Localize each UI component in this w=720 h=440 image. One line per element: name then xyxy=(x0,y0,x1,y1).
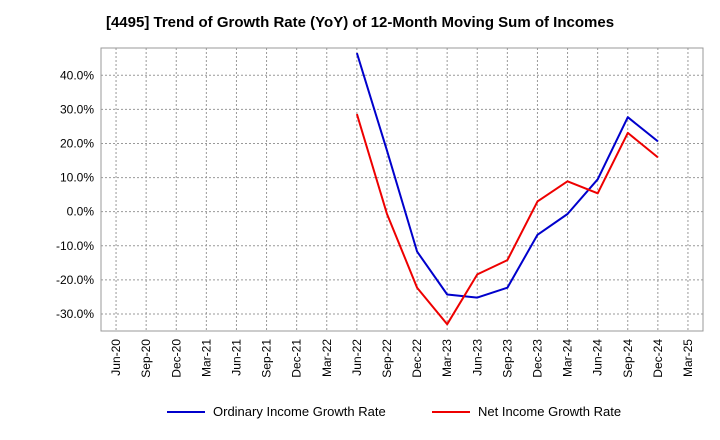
series-lines xyxy=(355,52,659,326)
legend-swatch-ordinary xyxy=(167,410,205,413)
x-axis-ticks: Jun-20 Sep-20 Dec-20 Mar-21 Jun-21 Sep-21 Dec-… xyxy=(109,339,695,378)
x-tick-label: Sep-23 xyxy=(500,339,514,378)
x-tick-label: Dec-23 xyxy=(530,339,544,378)
legend-label-net: Net Income Growth Rate xyxy=(478,404,622,419)
y-tick-label: 10.0% xyxy=(60,171,94,185)
x-tick-label: Dec-20 xyxy=(169,339,183,378)
legend: Ordinary Income Growth Rate Net Income G… xyxy=(0,404,720,428)
x-tick-label: Sep-21 xyxy=(260,339,274,378)
legend-item-net: Net Income Growth Rate xyxy=(432,404,621,419)
y-axis-ticks: 40.0% 30.0% 20.0% 10.0% 0.0% -10.0% -20.0% -30.… xyxy=(56,68,94,321)
x-tick-label: Jun-24 xyxy=(591,339,605,376)
x-tick-label: Dec-21 xyxy=(290,339,304,378)
x-tick-label: Jun-20 xyxy=(109,339,123,376)
x-tick-label: Jun-22 xyxy=(350,339,364,376)
x-tick-label: Dec-24 xyxy=(651,339,665,378)
y-tick-label: 0.0% xyxy=(67,205,95,219)
x-tick-label: Mar-23 xyxy=(440,339,454,377)
grid-lines xyxy=(101,48,703,331)
legend-label-ordinary: Ordinary Income Growth Rate xyxy=(213,404,386,419)
x-tick-label: Jun-23 xyxy=(470,339,484,376)
x-tick-label: Sep-20 xyxy=(139,339,153,378)
y-tick-label: 30.0% xyxy=(60,102,94,116)
y-tick-label: -30.0% xyxy=(56,307,94,321)
y-tick-label: 40.0% xyxy=(60,68,94,82)
chart-title: [4495] Trend of Growth Rate (YoY) of 12-… xyxy=(105,14,615,31)
x-tick-label: Mar-24 xyxy=(561,339,575,377)
x-tick-label: Mar-22 xyxy=(320,339,334,377)
x-tick-label: Mar-21 xyxy=(199,339,213,377)
y-tick-label: -10.0% xyxy=(56,239,94,253)
y-tick-label: -20.0% xyxy=(56,273,94,287)
x-tick-label: Dec-22 xyxy=(410,339,424,378)
line-chart: 40.0% 30.0% 20.0% 10.0% 0.0% -10.0% -20.0% -30.… xyxy=(56,47,704,378)
legend-item-ordinary: Ordinary Income Growth Rate xyxy=(167,404,386,419)
x-tick-label: Sep-24 xyxy=(621,339,635,378)
x-tick-label: Mar-25 xyxy=(681,339,695,377)
plot-area xyxy=(100,47,704,332)
x-tick-label: Sep-22 xyxy=(380,339,394,378)
y-tick-label: 20.0% xyxy=(60,136,94,150)
legend-swatch-net xyxy=(432,410,470,413)
x-tick-label: Jun-21 xyxy=(229,339,243,376)
